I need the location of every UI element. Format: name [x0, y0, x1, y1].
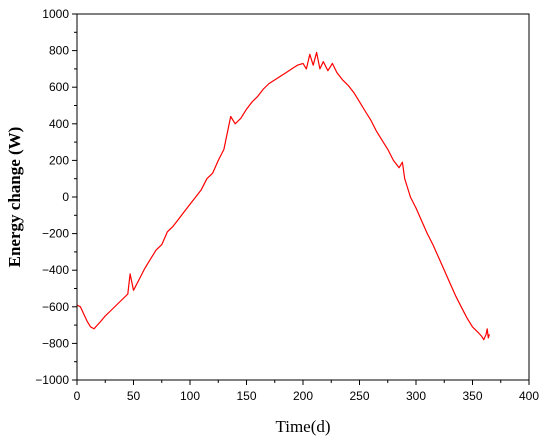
y-tick-label: 600 [49, 80, 69, 94]
y-tick-label: 1000 [42, 7, 69, 21]
y-tick-label: 200 [49, 153, 69, 167]
ticks-layer: 0 50 100 150 200 250 300 350 400 −1000 −800 −600 −40… [35, 7, 539, 403]
x-axis-title: Time(d) [275, 417, 330, 436]
y-tick-label: −200 [42, 227, 69, 241]
x-tick-label: 400 [519, 389, 539, 403]
x-tick-label: 350 [462, 389, 482, 403]
y-tick-label: −1000 [35, 373, 69, 387]
plot-frame [76, 13, 530, 381]
x-tick-label: 300 [406, 389, 426, 403]
y-tick-label: 800 [49, 44, 69, 58]
series-line-energy-change [76, 51, 490, 341]
y-tick-label: 0 [62, 190, 69, 204]
y-axis-title: Energy change (W) [5, 127, 24, 268]
y-tick-label: −600 [42, 300, 69, 314]
x-tick-label: 50 [127, 389, 141, 403]
y-tick-label: −800 [42, 336, 69, 350]
x-tick-label: 200 [293, 389, 313, 403]
y-tick-label: −400 [42, 263, 69, 277]
x-tick-label: 0 [74, 389, 81, 403]
y-tick-label: 400 [49, 117, 69, 131]
x-tick-label: 100 [180, 389, 200, 403]
x-tick-label: 150 [236, 389, 256, 403]
x-tick-label: 250 [349, 389, 369, 403]
